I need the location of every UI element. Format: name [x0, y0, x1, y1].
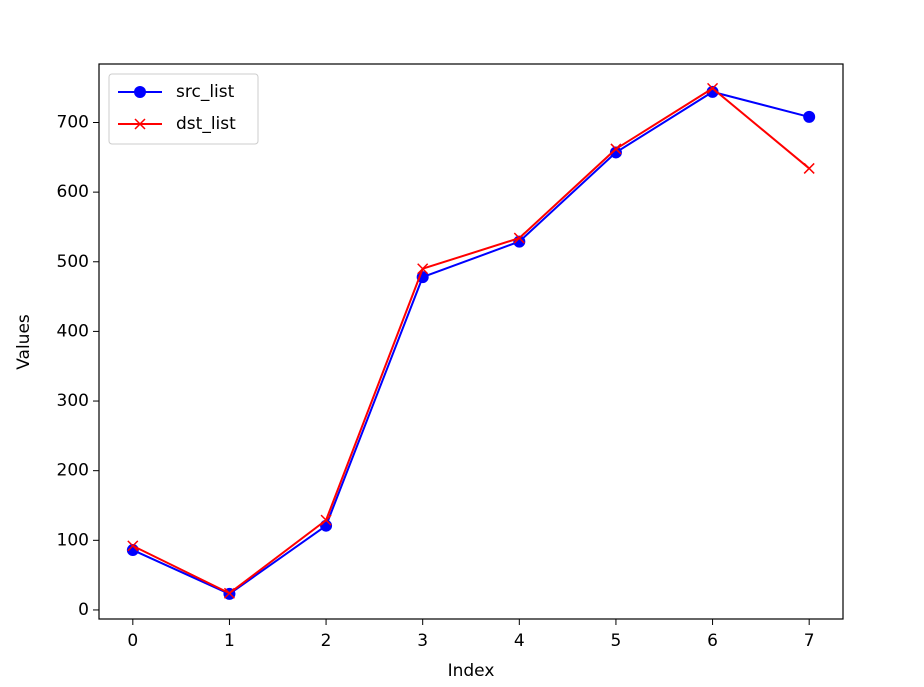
x-axis-label: Index	[448, 661, 495, 681]
x-tick-label: 5	[611, 631, 622, 651]
series-line	[132, 90, 810, 596]
point	[320, 519, 333, 532]
point	[706, 85, 719, 98]
x-tick-label: 3	[417, 631, 428, 651]
point	[803, 110, 816, 123]
y-tick-label: 200	[57, 461, 89, 481]
series-line	[132, 87, 810, 595]
point	[417, 263, 429, 275]
y-tick-label: 0	[78, 600, 89, 620]
legend-label: dst_list	[176, 114, 236, 134]
point	[223, 587, 235, 599]
x-tick-label: 1	[224, 631, 235, 651]
legend-marker	[134, 118, 146, 130]
x-tick-label: 0	[127, 631, 138, 651]
point	[610, 143, 622, 155]
point	[609, 146, 622, 159]
y-tick-label: 300	[57, 391, 89, 411]
y-tick-label: 600	[57, 182, 89, 202]
y-tick-label: 500	[57, 252, 89, 272]
point	[513, 232, 525, 244]
y-axis-label: Values	[14, 314, 34, 370]
point	[127, 540, 139, 552]
x-tick-label: 7	[804, 631, 815, 651]
x-tick-label: 6	[707, 631, 718, 651]
legend: src_list dst_list	[108, 73, 259, 145]
y-tick-label: 700	[57, 112, 89, 132]
legend-label: src_list	[176, 82, 235, 102]
x-tick-label: 4	[514, 631, 525, 651]
legend-marker	[134, 86, 146, 98]
y-tick-label: 400	[57, 321, 89, 341]
point	[707, 82, 719, 94]
x-tick-label: 2	[321, 631, 332, 651]
point	[803, 162, 815, 174]
point	[320, 514, 332, 526]
y-tick-label: 100	[57, 530, 89, 550]
plot-frame	[98, 63, 844, 620]
